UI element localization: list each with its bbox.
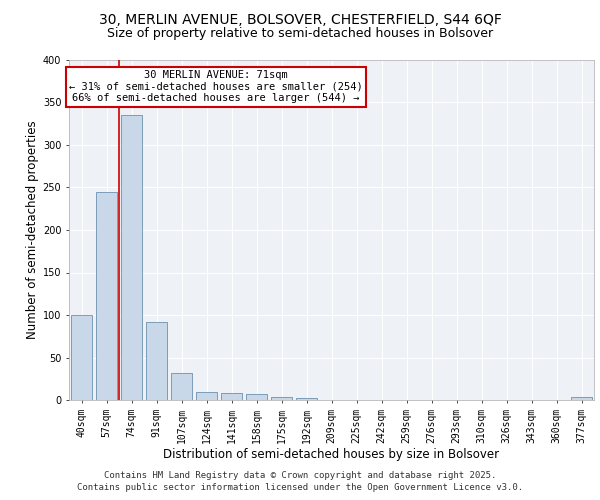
Text: Size of property relative to semi-detached houses in Bolsover: Size of property relative to semi-detach… xyxy=(107,28,493,40)
Text: 30 MERLIN AVENUE: 71sqm
← 31% of semi-detached houses are smaller (254)
66% of s: 30 MERLIN AVENUE: 71sqm ← 31% of semi-de… xyxy=(69,70,363,103)
Bar xyxy=(246,394,267,400)
Bar xyxy=(121,115,142,400)
Bar xyxy=(571,398,592,400)
Text: Contains HM Land Registry data © Crown copyright and database right 2025.
Contai: Contains HM Land Registry data © Crown c… xyxy=(77,471,523,492)
Y-axis label: Number of semi-detached properties: Number of semi-detached properties xyxy=(26,120,38,340)
Bar xyxy=(96,192,117,400)
Bar xyxy=(196,392,217,400)
Bar xyxy=(71,315,92,400)
Bar xyxy=(271,396,292,400)
X-axis label: Distribution of semi-detached houses by size in Bolsover: Distribution of semi-detached houses by … xyxy=(163,448,500,462)
Bar xyxy=(221,393,242,400)
Bar xyxy=(171,373,192,400)
Bar xyxy=(146,322,167,400)
Text: 30, MERLIN AVENUE, BOLSOVER, CHESTERFIELD, S44 6QF: 30, MERLIN AVENUE, BOLSOVER, CHESTERFIEL… xyxy=(98,12,502,26)
Bar xyxy=(296,398,317,400)
